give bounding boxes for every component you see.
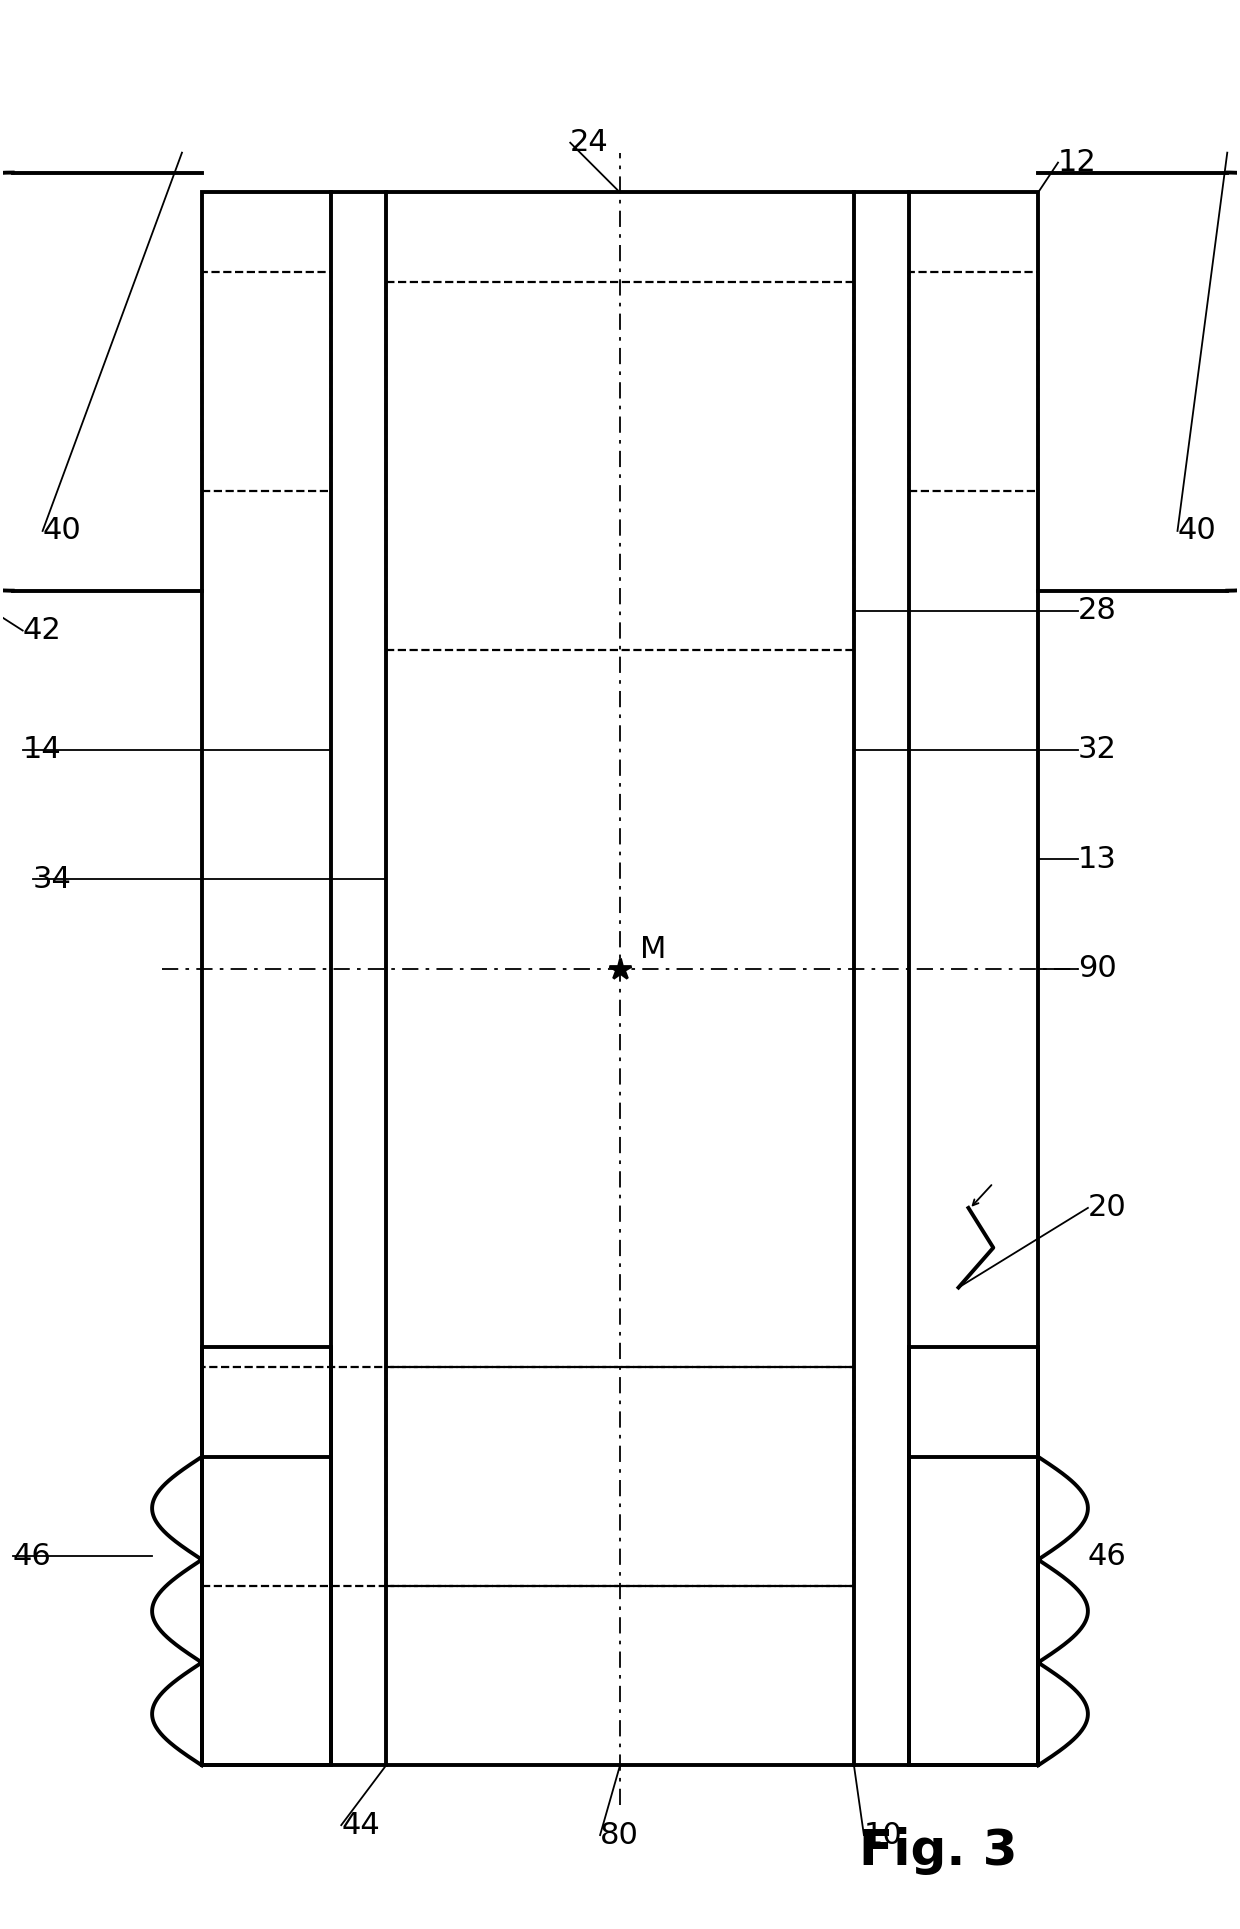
Text: 40: 40 bbox=[42, 517, 82, 546]
Text: 28: 28 bbox=[1078, 596, 1117, 625]
Bar bbox=[202, 272, 331, 492]
Text: 34: 34 bbox=[32, 864, 72, 893]
Text: 13: 13 bbox=[1078, 845, 1117, 874]
Bar bbox=[202, 1346, 331, 1765]
Text: 10: 10 bbox=[864, 1821, 903, 1850]
Bar bbox=[202, 1368, 854, 1586]
Text: M: M bbox=[640, 934, 666, 964]
Text: 24: 24 bbox=[570, 127, 609, 156]
Text: 42: 42 bbox=[22, 615, 62, 644]
Text: 46: 46 bbox=[12, 1541, 52, 1570]
Bar bbox=[909, 272, 1038, 492]
Text: 32: 32 bbox=[1078, 735, 1117, 764]
Bar bbox=[202, 193, 1038, 1765]
Text: 40: 40 bbox=[1178, 517, 1216, 546]
Text: 12: 12 bbox=[1058, 149, 1096, 177]
Text: 14: 14 bbox=[22, 735, 62, 764]
Bar bbox=[386, 1368, 854, 1586]
Text: 90: 90 bbox=[1078, 955, 1117, 984]
Bar bbox=[909, 1346, 1038, 1765]
Text: 44: 44 bbox=[341, 1811, 379, 1840]
Text: 20: 20 bbox=[1087, 1194, 1127, 1223]
Text: 46: 46 bbox=[1087, 1541, 1127, 1570]
Text: 80: 80 bbox=[600, 1821, 639, 1850]
Bar bbox=[386, 282, 854, 650]
Text: Fig. 3: Fig. 3 bbox=[859, 1827, 1018, 1875]
